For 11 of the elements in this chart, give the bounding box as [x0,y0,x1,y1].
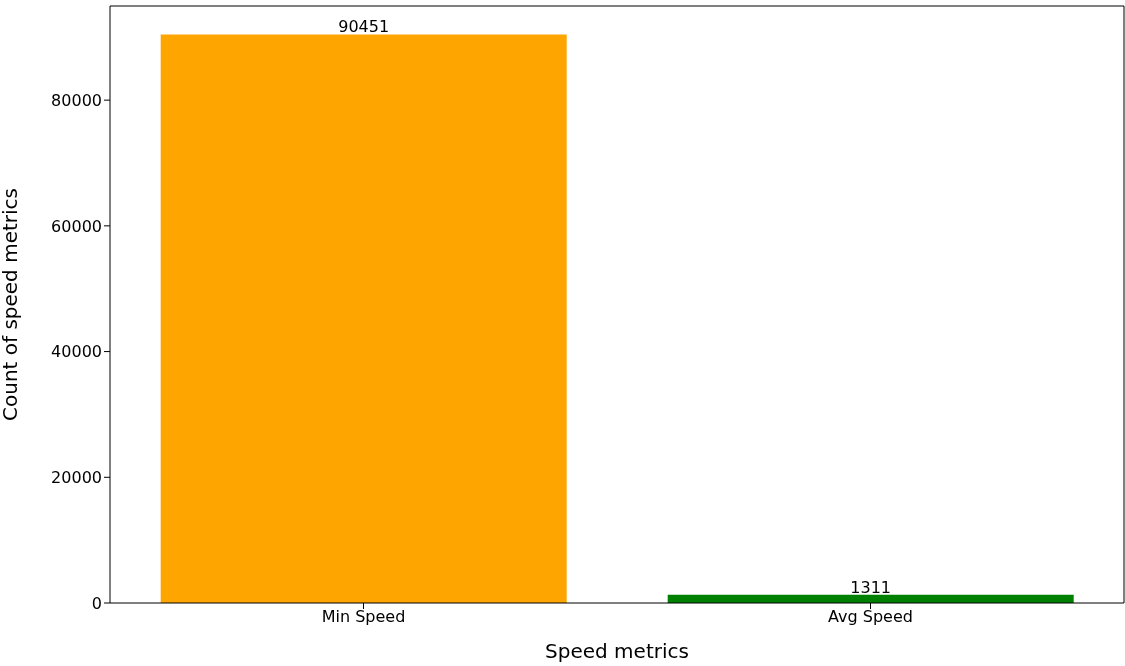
x-axis-title: Speed metrics [545,639,689,663]
data-label: 1311 [850,577,892,597]
y-tick-label: 20000 [51,467,102,487]
x-tick-label: Avg Speed [828,607,913,627]
y-tick-label: 80000 [51,90,102,110]
x-tick-label: Min Speed [321,607,406,627]
y-tick-label: 0 [91,593,102,613]
y-tick-label: 60000 [51,216,102,236]
data-label: 90451 [338,17,390,37]
y-axis-title: Count of speed metrics [0,188,23,421]
y-tick-label: 40000 [51,342,102,362]
